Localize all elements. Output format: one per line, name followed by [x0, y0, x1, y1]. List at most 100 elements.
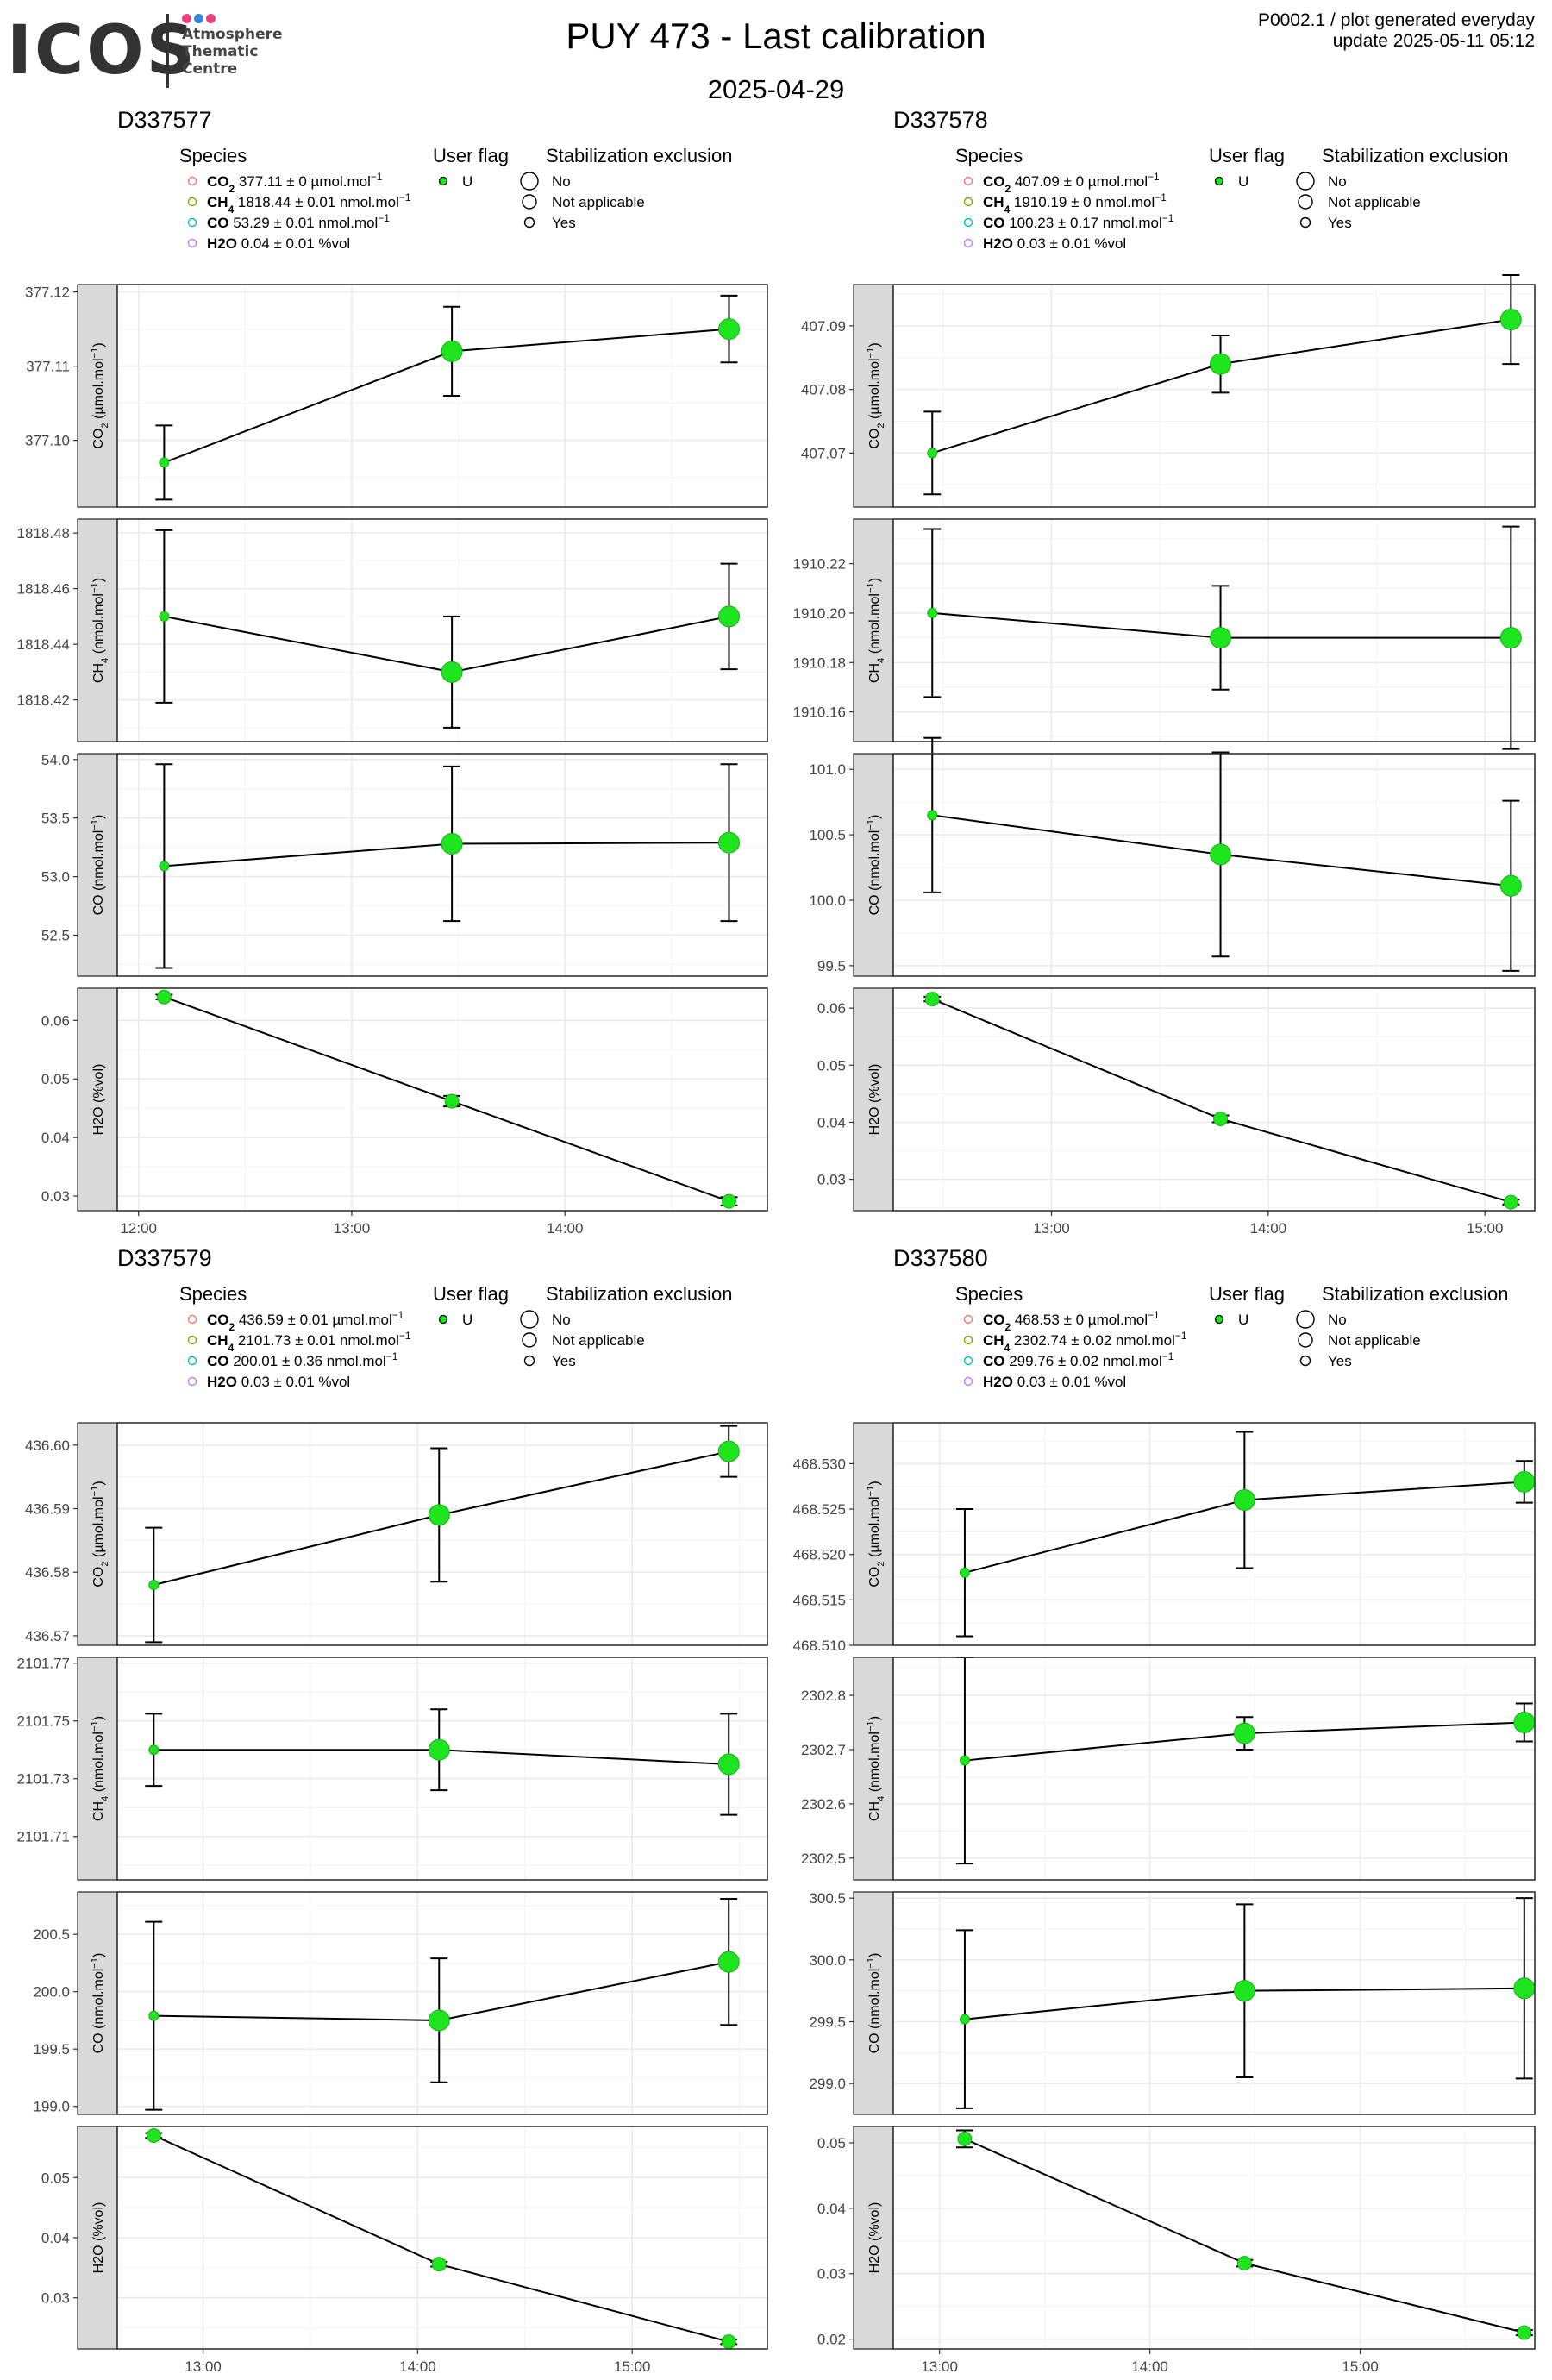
- panel-background: [117, 519, 767, 742]
- y-tick-label: 468.510: [793, 1638, 846, 1654]
- y-tick-label: 101.0: [809, 761, 846, 778]
- panel-background: [117, 1423, 767, 1645]
- legend-species-entry: CO2 407.09 ± 0 µmol.mol−1: [983, 171, 1160, 195]
- data-point: [927, 607, 938, 618]
- panel-H2O: H2O (%vol) 0.02 0.03 0.04 0.05 13:00 14:00 15:0…: [817, 2126, 1536, 2375]
- panel-y-label: CO2 (µmol.mol−1): [866, 1481, 886, 1587]
- panel-strip: [77, 753, 118, 977]
- data-point: [1499, 874, 1522, 897]
- legend-species-key: [187, 1376, 197, 1387]
- legend-species-key: [187, 217, 197, 228]
- y-tick-label: 407.07: [801, 445, 846, 461]
- panel-border: [892, 2126, 1536, 2350]
- panel-border: [116, 284, 768, 508]
- legend-species-entry: H2O 0.03 ± 0.01 %vol: [983, 235, 1126, 252]
- panel-border: [892, 518, 1536, 742]
- y-tick-label: 407.09: [801, 318, 846, 335]
- y-tick-label: 0.04: [41, 1130, 70, 1146]
- legend-species-key: [963, 1314, 973, 1325]
- legend-stabilization-value: Yes: [1328, 1353, 1352, 1369]
- panel-border: [116, 1657, 768, 1881]
- legend-user-flag-key: [438, 176, 448, 186]
- data-point: [722, 1193, 737, 1209]
- panel-border: [116, 1422, 768, 1646]
- y-tick-label: 377.12: [25, 285, 70, 301]
- update-line: update 2025-05-11 05:12: [1332, 31, 1535, 51]
- logo-dot: [206, 14, 216, 23]
- legend-stabilization-value: Not applicable: [1328, 1332, 1421, 1349]
- y-tick-label: 1910.20: [793, 605, 846, 622]
- legend-stabilization-key: [1296, 172, 1315, 191]
- legend-stabilization-value: No: [1328, 1312, 1347, 1328]
- y-tick-label: 0.03: [41, 1188, 70, 1205]
- y-tick-label: 2101.71: [17, 1829, 70, 1845]
- logo-subtitle: Atmosphere Thematic Centre: [182, 26, 283, 78]
- y-tick-label: 100.0: [809, 892, 846, 909]
- x-tick-label: 13:00: [1033, 1220, 1070, 1237]
- y-tick-label: 468.530: [793, 1456, 846, 1472]
- legend-stabilization-key: [520, 1310, 539, 1329]
- legend-user-flag-title: User flag: [1209, 1283, 1285, 1305]
- data-point: [428, 1504, 450, 1526]
- y-tick-label: 407.08: [801, 382, 846, 398]
- panel-CH4: CH4 (nmol.mol−1) 2101.71 2101.73 2101.75 210…: [17, 1656, 768, 1881]
- y-tick-label: 0.05: [41, 2170, 70, 2186]
- legend-species-title: Species: [179, 1283, 247, 1305]
- panel-y-label: H2O (%vol): [91, 1064, 106, 1136]
- y-tick-label: 53.0: [41, 869, 70, 886]
- legend-stabilization-key: [1296, 1310, 1315, 1329]
- page-date: 2025-04-29: [707, 74, 845, 104]
- y-tick-label: 1818.46: [17, 581, 70, 598]
- data-point: [1513, 1977, 1536, 2000]
- panel-border: [116, 987, 768, 1212]
- y-tick-label: 2302.5: [801, 1851, 846, 1867]
- legend-stabilization-value: Yes: [552, 215, 576, 231]
- panel-y-label: CH4 (nmol.mol−1): [866, 1716, 886, 1821]
- icos-logo: ICOS: [7, 12, 197, 90]
- data-point: [959, 1755, 970, 1766]
- y-tick-label: 99.5: [817, 958, 846, 974]
- legend-user-flag-key: [1214, 176, 1224, 186]
- data-point: [957, 2131, 973, 2146]
- data-point: [924, 992, 940, 1007]
- legend-species-entry: CO2 436.59 ± 0.01 µmol.mol−1: [207, 1309, 404, 1333]
- logo-dots: [182, 12, 218, 28]
- legend-species-key: [963, 217, 973, 228]
- panel-border: [892, 284, 1536, 508]
- y-tick-label: 299.5: [809, 2014, 846, 2031]
- y-tick-label: 0.04: [817, 1114, 846, 1130]
- data-point: [959, 2014, 970, 2025]
- panel-background: [893, 1657, 1535, 1880]
- panel-border: [892, 1657, 1536, 1881]
- panel-y-label: CO (nmol.mol−1): [866, 1953, 882, 2054]
- y-tick-label: 53.5: [41, 811, 70, 827]
- data-point: [431, 2257, 447, 2272]
- legend-species-entry: CO 299.76 ± 0.02 nmol.mol−1: [983, 1350, 1174, 1369]
- y-tick-label: 0.04: [41, 2230, 70, 2246]
- y-tick-label: 0.03: [41, 2290, 70, 2307]
- legend-stabilization-key: [1298, 1332, 1313, 1348]
- legend-species-entry: CH4 1818.44 ± 0.01 nmol.mol−1: [207, 191, 411, 216]
- panel-H2O: H2O (%vol) 0.03 0.04 0.05 13:00 14:00 15:00: [41, 2126, 768, 2375]
- legend-species-key: [187, 1314, 197, 1325]
- page-title: PUY 473 - Last calibration: [566, 16, 986, 56]
- y-tick-label: 1818.48: [17, 525, 70, 542]
- y-tick-label: 2101.75: [17, 1713, 70, 1730]
- legend-stabilization-key: [523, 216, 535, 229]
- panel-y-label: CO2 (µmol.mol−1): [866, 342, 886, 448]
- panel-CO: CO (nmol.mol−1) 199.0 199.5 200.0 200.5: [33, 1891, 768, 2115]
- y-tick-label: 2302.6: [801, 1796, 846, 1813]
- y-tick-label: 1818.42: [17, 692, 70, 709]
- legend-user-flag-value: U: [462, 173, 472, 190]
- y-tick-label: 1910.22: [793, 556, 846, 573]
- panel-background: [117, 1892, 767, 2114]
- legend-stabilization-title: Stabilization exclusion: [1322, 1283, 1508, 1305]
- data-point: [159, 861, 170, 872]
- legend-species-entry: CH4 1910.19 ± 0 nmol.mol−1: [983, 191, 1167, 216]
- legend-stabilization-value: No: [1328, 173, 1347, 190]
- update-info: P0002.1 / plot generated everyday update…: [1258, 10, 1535, 52]
- x-tick-label: 15:00: [614, 2358, 651, 2375]
- panel-background: [117, 988, 767, 1211]
